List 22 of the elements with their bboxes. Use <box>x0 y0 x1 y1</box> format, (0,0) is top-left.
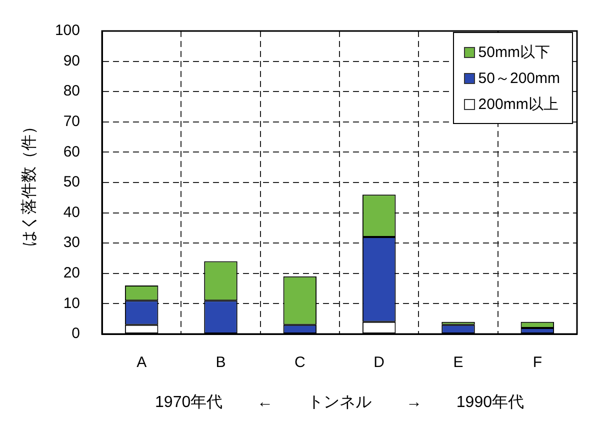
y-tick-label: 10 <box>63 294 80 312</box>
x-tick-label: F <box>532 354 542 372</box>
legend-label: 200mm以上 <box>478 94 558 114</box>
y-tick-label: 50 <box>63 174 80 191</box>
y-tick-label: 30 <box>63 234 80 252</box>
x-tick-label: C <box>294 354 306 372</box>
y-tick-label: 70 <box>63 113 80 130</box>
y-tick-label: 0 <box>72 325 80 342</box>
y-tick-label: 80 <box>63 82 80 100</box>
x-tick-label: A <box>136 354 147 372</box>
y-axis-title: はく落件数（件） <box>20 118 38 246</box>
y-tick-label: 60 <box>63 143 80 160</box>
y-tick-label: 20 <box>63 264 80 282</box>
y-tick-label: 40 <box>63 204 80 221</box>
y-tick-label: 100 <box>54 22 80 40</box>
x-tick-label: D <box>374 354 385 372</box>
x-tick-label: B <box>216 354 226 372</box>
y-tick-label: 90 <box>63 52 80 70</box>
legend-label: 50mm以下 <box>478 42 550 62</box>
x-axis-title: 1970年代 ← トンネル → 1990年代 <box>154 393 525 413</box>
legend-label: 50～200mm <box>478 68 560 88</box>
x-tick-label: E <box>453 354 464 372</box>
